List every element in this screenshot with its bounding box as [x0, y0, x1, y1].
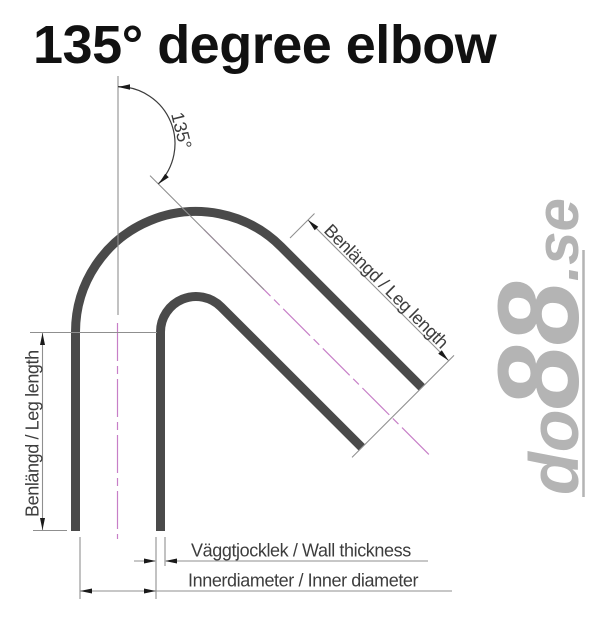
elbow-pipe	[71, 207, 426, 531]
watermark-text: do88.se	[475, 198, 600, 495]
vertical-dim-arrow-top	[40, 333, 45, 345]
angle-extension-line-diagonal	[149, 175, 265, 290]
watermark: do88.se	[475, 198, 600, 497]
page-title: 135° degree elbow	[33, 15, 498, 75]
diagonal-dim-arrow-start	[308, 220, 319, 231]
angle-dimension: 135°	[117, 76, 265, 315]
wall-thickness-dimension: Väggtjocklek / Wall thickness	[79, 537, 428, 599]
wall-thickness-arrow-left	[144, 558, 156, 564]
inner-diameter-arrow-right	[144, 588, 156, 594]
diagonal-dim-line	[307, 219, 449, 361]
angle-value-label: 135°	[167, 110, 195, 151]
wall-thickness-label: Väggtjocklek / Wall thickness	[191, 541, 411, 561]
angle-arc-arrow-top	[118, 84, 130, 90]
diagonal-leg-length-label: Benlängd / Leg length	[320, 220, 452, 352]
elbow-outer-wall	[71, 207, 426, 531]
inner-diameter-dimension: Innerdiameter / Inner diameter	[80, 571, 452, 594]
centerline-diagonal-leg	[203, 229, 432, 458]
centerlines	[116, 229, 432, 539]
angle-arc-arrow-bottom	[158, 173, 169, 184]
inner-diameter-arrow-left	[80, 588, 92, 594]
elbow-inner-wall	[156, 292, 366, 531]
watermark-brand-digits: 88	[475, 282, 600, 410]
vertical-dim-arrow-bottom	[40, 518, 45, 530]
angle-arc	[117, 86, 176, 185]
watermark-tld: .se	[524, 198, 591, 281]
vertical-leg-dimension: Benlängd / Leg length	[23, 331, 157, 532]
wall-thickness-arrow-right	[165, 558, 177, 564]
diagonal-dim-start-tick	[289, 213, 315, 239]
vertical-leg-length-label: Benlängd / Leg length	[23, 350, 43, 517]
watermark-brand-start: do	[515, 409, 593, 495]
diagonal-dim-end-extension-line	[351, 355, 455, 458]
inner-diameter-label: Innerdiameter / Inner diameter	[188, 571, 419, 591]
diagonal-dim-arrow-end	[438, 350, 449, 361]
